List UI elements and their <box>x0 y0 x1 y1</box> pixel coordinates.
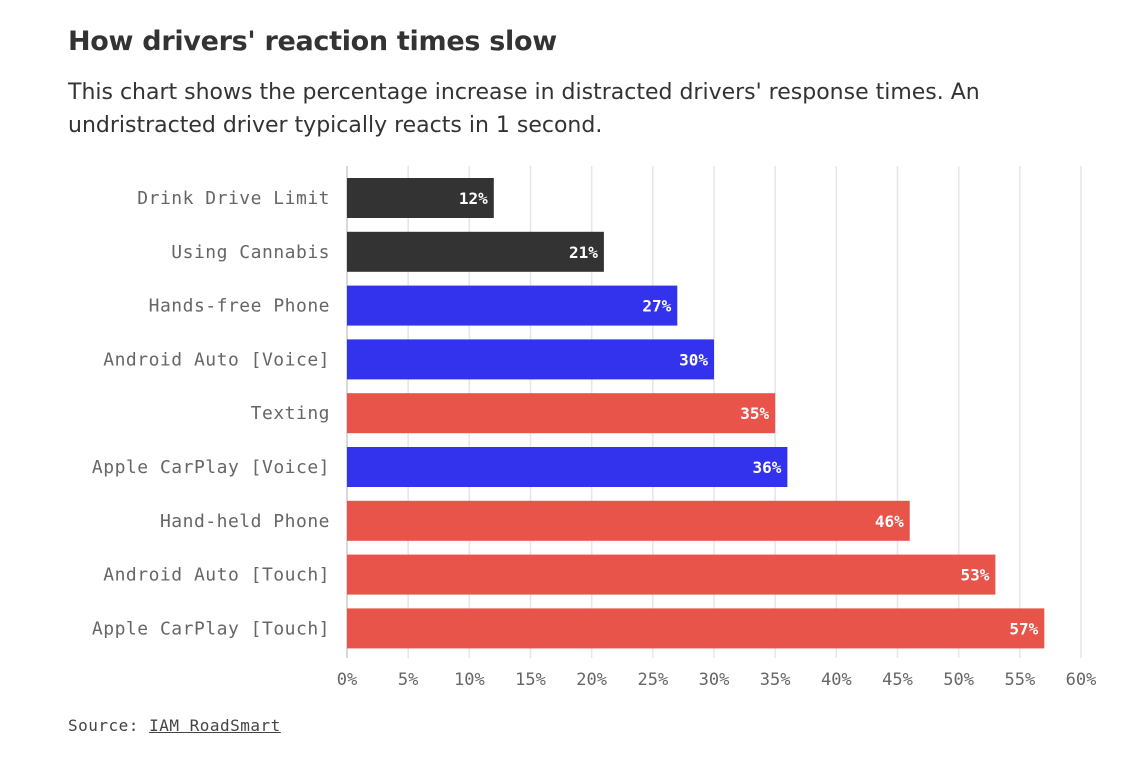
bar <box>347 554 996 595</box>
bar <box>347 447 788 487</box>
bar <box>347 339 714 380</box>
category-label: Android Auto [Voice] <box>103 349 330 370</box>
category-label: Drink Drive Limit <box>137 188 330 209</box>
x-tick-label: 40% <box>821 670 852 690</box>
bar <box>347 393 776 434</box>
source-note: Source: IAM RoadSmart <box>68 716 281 735</box>
x-tick-label: 5% <box>398 670 418 690</box>
x-tick-label: 55% <box>1004 670 1035 690</box>
category-label: Using Cannabis <box>171 242 330 263</box>
x-tick-label: 50% <box>943 670 974 690</box>
category-label: Android Auto [Touch] <box>103 565 330 586</box>
bar-value-label: 27% <box>642 297 671 316</box>
category-label: Texting <box>251 403 330 424</box>
category-label: Apple CarPlay [Voice] <box>92 457 330 478</box>
x-tick-label: 0% <box>337 670 357 690</box>
x-axis-ticks: 0% 5% 10% 15% 20% 25% 30% 35% 40% 45% 50% 55% 60% <box>337 670 1097 690</box>
chart-title: How drivers' reaction times slow <box>68 26 557 57</box>
category-label: Hands-free Phone <box>149 296 330 317</box>
x-tick-label: 30% <box>699 670 730 690</box>
x-tick-label: 25% <box>637 670 668 690</box>
category-labels: Drink Drive Limit Using Cannabis Hands-fre… <box>92 188 330 639</box>
bar-value-label: 36% <box>752 458 781 477</box>
x-tick-label: 20% <box>576 670 607 690</box>
bar-value-label: 12% <box>459 189 488 208</box>
category-label: Hand-held Phone <box>160 511 330 532</box>
bar-value-label: 35% <box>740 404 769 423</box>
bar <box>347 608 1045 649</box>
bar-value-label: 30% <box>679 350 708 369</box>
chart-subtitle: This chart shows the percentage increase… <box>68 80 980 138</box>
x-tick-label: 15% <box>515 670 546 690</box>
source-link[interactable]: IAM RoadSmart <box>149 716 281 735</box>
bar-value-label: 57% <box>1009 619 1038 638</box>
bars: 12% 21% 27% 30% 35% 36% 46% 53% 57% <box>347 178 1045 649</box>
bar-value-label: 53% <box>960 566 989 585</box>
bar <box>347 231 604 272</box>
bar <box>347 178 494 218</box>
x-tick-label: 35% <box>760 670 791 690</box>
x-tick-label: 10% <box>454 670 485 690</box>
category-label: Apple CarPlay [Touch] <box>92 618 330 639</box>
source-label: Source: <box>68 716 139 735</box>
bar-value-label: 21% <box>569 243 598 262</box>
x-tick-label: 45% <box>882 670 913 690</box>
x-tick-label: 60% <box>1066 670 1097 690</box>
bar <box>347 285 678 326</box>
bar-value-label: 46% <box>875 512 904 531</box>
bar <box>347 500 910 541</box>
